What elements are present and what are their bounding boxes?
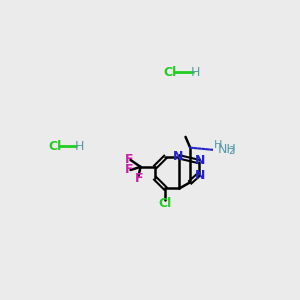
- Text: Cl: Cl: [49, 140, 62, 153]
- Text: F: F: [135, 172, 143, 185]
- Text: N: N: [173, 150, 184, 163]
- Text: NH: NH: [217, 143, 236, 156]
- Text: Cl: Cl: [164, 66, 177, 79]
- Text: H: H: [75, 140, 84, 153]
- Text: F: F: [125, 164, 133, 176]
- Text: N: N: [195, 154, 206, 167]
- Text: H: H: [214, 140, 222, 150]
- Text: H: H: [191, 66, 200, 79]
- Text: F: F: [125, 154, 133, 166]
- Text: Cl: Cl: [159, 196, 172, 210]
- Text: 2: 2: [228, 146, 234, 157]
- Text: N: N: [195, 169, 206, 182]
